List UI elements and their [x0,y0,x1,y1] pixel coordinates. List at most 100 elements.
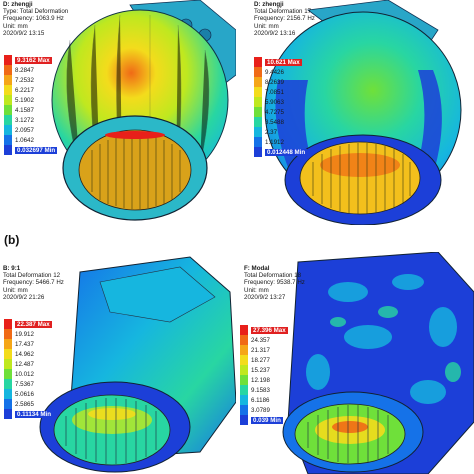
legend-entry: 21.317 [240,345,270,355]
legend-entry: 3.5488 [254,117,284,127]
legend-value: 14.962 [15,350,34,358]
legend-swatch [254,97,262,107]
result-type: Total Deformation 12 [3,272,61,280]
unit: Unit: mm [3,22,28,30]
legend-entry: 7.5367 [4,379,34,389]
legend-swatch [254,107,262,117]
frequency: Frequency: 2156.7 Hz [254,15,315,23]
date: 2020/9/2 13:27 [244,293,286,301]
legend-entry: 19.912 [4,329,34,339]
legend-swatch [240,375,248,385]
legend-value: 7.5367 [15,380,34,388]
legend-value: 2.5865 [15,400,34,408]
legend-value: 0.11134 Min [15,410,54,418]
frequency: Frequency: 5466.7 Hz [3,279,64,287]
legend-entry: 0.032697 Min [4,145,58,155]
legend-value: 5.1902 [15,96,34,104]
legend-value: 22.387 Max [15,320,52,328]
legend-entry: 10.012 [4,369,34,379]
legend-entry: 0.012448 Min [254,147,308,157]
legend-entry: 27.396 Max [240,325,288,335]
legend-swatch [254,77,262,87]
legend-value: 21.317 [251,346,270,354]
legend-swatch [4,145,12,155]
legend-value: 5.9063 [265,98,284,106]
legend-swatch [4,359,12,369]
legend-swatch [4,105,12,115]
legend-swatch [4,339,12,349]
legend-swatch [4,135,12,145]
legend-entry: 4.1587 [4,105,34,115]
legend-value: 9.4426 [265,68,284,76]
panel-mode-d: F: Modal Total Deformation 18 Frequency:… [238,252,474,474]
frequency: Frequency: 9538.7 Hz [244,279,305,287]
legend-entry: 22.387 Max [4,319,52,329]
legend-entry: 12.487 [4,359,34,369]
legend-swatch [4,75,12,85]
legend-entry: 5.9063 [254,97,284,107]
legend-swatch [254,57,262,67]
legend-swatch [4,95,12,105]
legend-swatch [254,87,262,97]
legend-value: 24.357 [251,336,270,344]
legend-swatch [4,319,12,329]
legend-value: 10.621 Max [265,58,302,66]
legend-swatch [4,349,12,359]
legend-value: 8.2639 [265,78,284,86]
legend-entry: 1.0642 [4,135,34,145]
frequency: Frequency: 1063.9 Hz [3,15,64,23]
legend-swatch [4,115,12,125]
legend-swatch [254,127,262,137]
deformation-model-a [51,0,236,221]
legend-entry: 8.2847 [4,65,34,75]
legend-swatch [254,137,262,147]
legend-swatch [254,147,262,157]
legend-swatch [4,125,12,135]
deformation-model-d [282,252,474,474]
legend-entry: 2.5865 [4,399,34,409]
legend-entry: 8.2639 [254,77,284,87]
deformation-model-c [39,256,236,473]
legend-swatch [240,335,248,345]
model-title: D: zhengji [3,1,33,8]
legend-swatch [254,117,262,127]
legend-value: 1.1912 [265,138,284,146]
model-title: B: 9:1 [3,265,21,272]
result-type: Total Deformation 18 [244,272,302,280]
legend-entry: 2.0957 [4,125,34,135]
legend-swatch [240,385,248,395]
legend-value: 0.012448 Min [265,148,308,156]
legend-swatch [240,365,248,375]
legend-entry: 0.039 Min [240,415,283,425]
legend-entry: 7.2532 [4,75,34,85]
legend-value: 4.1587 [15,106,34,114]
legend-entry: 5.0616 [4,389,34,399]
legend-entry: 9.3162 Max [4,55,52,65]
legend-value: 9.1583 [251,386,270,394]
legend-swatch [4,65,12,75]
legend-entry: 3.0789 [240,405,270,415]
panel-mode-c: B: 9:1 Total Deformation 12 Frequency: 5… [0,252,236,474]
legend-swatch [4,369,12,379]
legend-value: 7.2532 [15,76,34,84]
legend-value: 12.487 [15,360,34,368]
legend-swatch [240,415,248,425]
legend-entry: 4.7275 [254,107,284,117]
legend-swatch [4,329,12,339]
legend-value: 3.5488 [265,118,284,126]
legend-swatch [4,409,12,419]
legend-entry: 17.437 [4,339,34,349]
info-block-d: F: Modal Total Deformation 18 Frequency:… [244,265,305,301]
legend-value: 0.032697 Min [15,146,58,154]
info-block-c: B: 9:1 Total Deformation 12 Frequency: 5… [3,265,64,301]
legend-swatch [240,325,248,335]
legend-entry: 7.0851 [254,87,284,97]
legend-swatch [240,405,248,415]
legend-entry: 10.621 Max [254,57,302,67]
model-title: D: zhengji [254,1,284,8]
legend-value: 15.237 [251,366,270,374]
info-block-a: D: zhengji Type: Total Deformation Frequ… [3,1,68,37]
legend-value: 19.912 [15,330,34,338]
legend-entry: 15.237 [240,365,270,375]
legend-value: 8.2847 [15,66,34,74]
